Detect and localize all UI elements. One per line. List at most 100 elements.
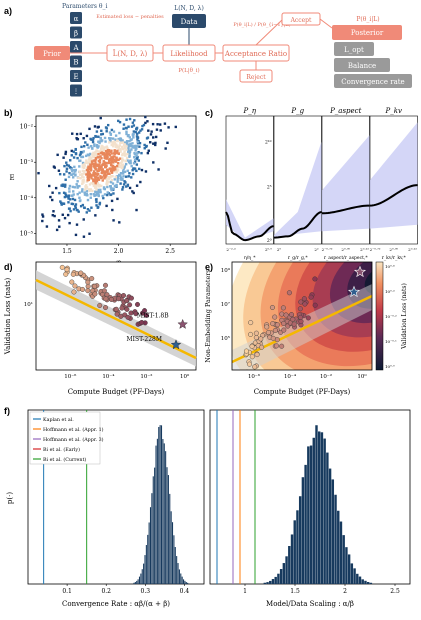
f2-plot-bar-37 [364, 580, 367, 584]
scatter-point-339 [118, 131, 121, 135]
scatter-point-404 [78, 191, 81, 194]
scatter-point-402 [92, 192, 95, 196]
scatter-point-820 [111, 157, 115, 160]
scatter-point-554 [81, 182, 84, 185]
scatter-point-475 [76, 180, 79, 183]
scatter-point-441 [128, 149, 132, 153]
scatter-point-671 [94, 182, 97, 185]
scatter-point-68 [62, 156, 65, 159]
scatter-point-429 [111, 137, 115, 140]
scatter-point-348 [93, 143, 96, 146]
scatter-point-399 [85, 193, 88, 197]
scatter-point-609 [105, 145, 109, 148]
f2-plot-bar-29 [342, 535, 345, 584]
e-point-69 [259, 344, 265, 350]
panel-d-xlabel: Compute Budget (PF-Days) [68, 388, 165, 396]
scatter-point-63 [154, 143, 157, 147]
c-xlabel-0: η/η_* [244, 255, 256, 261]
d-point-50 [102, 305, 108, 311]
scatter-point-866 [108, 158, 111, 162]
scatter-point-645 [93, 155, 96, 158]
param-symbol-2: A [72, 44, 79, 52]
d-point-69 [118, 313, 124, 319]
scatter-point-350 [116, 180, 119, 183]
scatter-point-221 [131, 168, 134, 172]
scatter-point-23 [163, 122, 167, 125]
e-point-64 [272, 314, 278, 320]
scatter-point-697 [117, 158, 120, 162]
scatter-point-299 [106, 191, 109, 194]
e-point-37 [285, 323, 291, 329]
scatter-point-77 [146, 120, 149, 123]
scatter-point-161 [143, 143, 146, 147]
scatter-point-294 [79, 199, 82, 202]
e-point-61 [298, 318, 304, 324]
panel-e-xlabel: Compute Budget (PF-Days) [254, 388, 351, 396]
f2-plot-bar-10 [290, 534, 294, 584]
d-point-55 [92, 291, 98, 297]
scatter-point-38 [131, 190, 134, 193]
accept-arrow [255, 19, 283, 46]
scatter-point-149 [98, 203, 101, 206]
e-xtick-0: 10⁻⁶ [248, 373, 261, 380]
scatter-point-371 [123, 170, 127, 173]
scatter-point-803 [112, 155, 115, 158]
d-point-53 [113, 306, 119, 312]
panel-f1-xlabel: Convergence Rate : αβ/(α + β) [62, 600, 170, 608]
scatter-point-150 [121, 186, 125, 189]
scatter-point-835 [92, 170, 96, 173]
scatter-point-98 [85, 211, 88, 214]
posterior-arrow [319, 18, 333, 29]
param-symbol-3: B [73, 59, 78, 67]
scatter-point-120 [59, 201, 63, 205]
scatter-point-593 [85, 184, 88, 187]
scatter-point-494 [91, 189, 94, 193]
scatter-point-565 [97, 185, 101, 188]
scatter-point-172 [122, 183, 126, 186]
scatter-point-195 [62, 191, 66, 195]
scatter-point-277 [67, 175, 71, 179]
c-xtick-3-1: 2⁰·⁰⁰ [389, 247, 398, 252]
scatter-point-9 [112, 219, 115, 222]
f2-plot-bar-33 [353, 568, 356, 584]
scatter-point-761 [114, 160, 118, 163]
e-point-16 [269, 304, 275, 310]
scatter-point-864 [94, 168, 98, 171]
scatter-point-270 [136, 138, 139, 141]
f2-plot-bar-34 [356, 573, 359, 584]
d-fit-line [35, 278, 197, 360]
d-point-52 [70, 271, 76, 277]
scatter-point-286 [135, 154, 138, 157]
scatter-point-375 [74, 168, 77, 172]
scatter-point-513 [108, 141, 111, 144]
panel-c-label: c) [205, 108, 213, 118]
scatter-point-524 [105, 182, 108, 186]
f1-plot-bar-18 [158, 426, 160, 584]
scatter-point-461 [113, 178, 116, 181]
scatter-point-224 [64, 183, 67, 186]
scatter-point-431 [128, 144, 131, 148]
scatter-point-124 [138, 167, 141, 171]
e-point-73 [274, 322, 280, 328]
scatter-point-211 [127, 175, 130, 178]
scatter-point-310 [87, 146, 90, 149]
d-point-38 [97, 303, 103, 309]
scatter-point-798 [113, 160, 116, 163]
scatter-point-37 [139, 180, 142, 184]
scatter-point-305 [125, 130, 128, 133]
e-ytick-1: 10⁷ [221, 301, 231, 308]
f1-plot-bar-26 [169, 493, 171, 584]
scatter-point-656 [96, 182, 99, 185]
scatter-point-254 [79, 152, 82, 155]
f2-plot-bar-20 [318, 431, 321, 584]
e-point-29 [280, 305, 286, 311]
scatter-point-352 [97, 140, 100, 143]
f-legend-label-0: Kaplan et al. [43, 417, 74, 423]
scatter-point-563 [85, 186, 89, 189]
scatter-point-808 [112, 158, 116, 161]
d-point-76 [121, 293, 127, 299]
scatter-point-204 [94, 135, 98, 138]
e-point-25 [281, 327, 287, 333]
scatter-point-587 [81, 175, 84, 178]
